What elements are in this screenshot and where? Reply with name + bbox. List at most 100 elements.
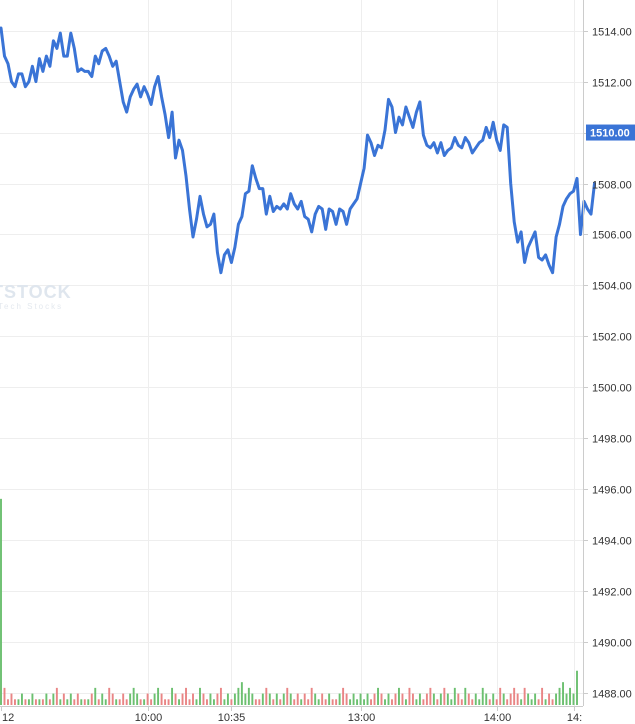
- volume-bar: [80, 699, 83, 705]
- volume-bar: [492, 693, 495, 705]
- volume-bar: [352, 693, 355, 705]
- volume-bar: [275, 693, 278, 705]
- volume-bar: [268, 693, 271, 705]
- volume-bar: [289, 693, 292, 705]
- volume-bar: [562, 682, 564, 705]
- volume-bar: [418, 693, 421, 705]
- volume-bar: [62, 693, 65, 705]
- volume-bar: [45, 693, 48, 705]
- volume-bar: [331, 699, 334, 705]
- volume-bar: [453, 687, 456, 705]
- volume-bar: [425, 693, 428, 705]
- volume-bar: [411, 693, 414, 705]
- volume-bar: [404, 699, 407, 705]
- volume-bar: [384, 699, 386, 705]
- volume-bar: [324, 699, 327, 705]
- volume-bar: [520, 699, 523, 705]
- volume-bar: [199, 687, 201, 705]
- volume-bar: [136, 693, 139, 705]
- volume-bar: [122, 693, 125, 705]
- volume-bar: [83, 699, 86, 705]
- y-tick-label: 1508.00: [592, 180, 632, 192]
- volume-bar: [125, 699, 128, 705]
- volume-bar: [24, 699, 27, 705]
- volume-bar: [342, 687, 345, 705]
- volume-bar: [314, 693, 317, 705]
- volume-bar: [185, 687, 187, 705]
- volume-bar: [565, 693, 568, 705]
- volume-bar: [14, 699, 16, 705]
- volume-bar: [258, 699, 261, 705]
- x-tick-label: 10:00: [135, 712, 163, 724]
- volume-bar: [303, 693, 306, 705]
- volume-bar: [20, 693, 23, 705]
- volume-bar: [300, 699, 303, 705]
- volume-bar: [97, 699, 100, 705]
- volume-bar: [534, 693, 537, 705]
- volume-bar: [174, 693, 177, 705]
- volume-bar: [373, 693, 376, 705]
- grid-lines: [0, 0, 583, 706]
- volume-bar: [516, 693, 519, 705]
- volume-bar: [34, 699, 37, 705]
- y-tick-label: 1514.00: [592, 27, 632, 39]
- volume-bar: [0, 498, 2, 705]
- volume-bar: [394, 693, 397, 705]
- volume-bar: [247, 687, 250, 705]
- volume-bar: [188, 699, 191, 705]
- volume-bar: [537, 699, 540, 705]
- volume-bar: [509, 693, 512, 705]
- y-tick-label: 1502.00: [592, 332, 632, 344]
- volume-bar: [157, 687, 160, 705]
- price-series[interactable]: [0, 26, 596, 275]
- volume-bar: [345, 693, 348, 705]
- volume-bar: [94, 687, 97, 705]
- volume-bar: [27, 699, 30, 705]
- volume-bar: [321, 693, 324, 705]
- y-tick-label: 1498.00: [592, 434, 632, 446]
- watermark-main: TSTOCK: [0, 282, 72, 302]
- volume-bar: [380, 693, 383, 705]
- watermark: TSTOCK Tech Stocks: [0, 282, 72, 311]
- volume-bar: [181, 693, 184, 705]
- volume-bar: [139, 699, 142, 705]
- volume-bar: [48, 699, 51, 705]
- volume-bar: [279, 699, 282, 705]
- volume-bar: [450, 699, 453, 705]
- volume-bar: [31, 693, 34, 705]
- volume-bar: [432, 693, 435, 705]
- watermark-sub: Tech Stocks: [0, 302, 63, 311]
- volume-bar: [387, 693, 390, 705]
- volume-bar: [391, 699, 393, 705]
- volume-bar: [108, 687, 111, 705]
- y-tick-label: 1512.00: [592, 78, 632, 90]
- volume-bars: [0, 498, 578, 705]
- volume-bar: [76, 693, 79, 705]
- volume-bar: [429, 687, 432, 705]
- volume-bar: [101, 693, 104, 705]
- volume-bar: [206, 699, 208, 705]
- volume-bar: [216, 693, 219, 705]
- volume-bar: [272, 699, 275, 705]
- volume-bar: [495, 699, 498, 705]
- y-tick-label: 1504.00: [592, 281, 632, 293]
- volume-bar: [195, 699, 198, 705]
- volume-bar: [261, 693, 264, 705]
- volume-bar: [286, 687, 289, 705]
- volume-bar: [129, 693, 132, 705]
- volume-bar: [69, 693, 72, 705]
- volume-bar: [254, 699, 257, 705]
- y-tick-label: 1492.00: [592, 587, 632, 599]
- volume-bar: [530, 699, 533, 705]
- volume-bar: [219, 687, 222, 705]
- volume-bar: [307, 699, 310, 705]
- volume-bar: [544, 699, 547, 705]
- volume-bar: [576, 670, 578, 705]
- y-tick-label: 1494.00: [592, 536, 632, 548]
- volume-bar: [41, 699, 44, 705]
- x-tick-label: 10:35: [218, 712, 246, 724]
- volume-bar: [370, 699, 372, 705]
- x-tick-label: 13:00: [348, 712, 376, 724]
